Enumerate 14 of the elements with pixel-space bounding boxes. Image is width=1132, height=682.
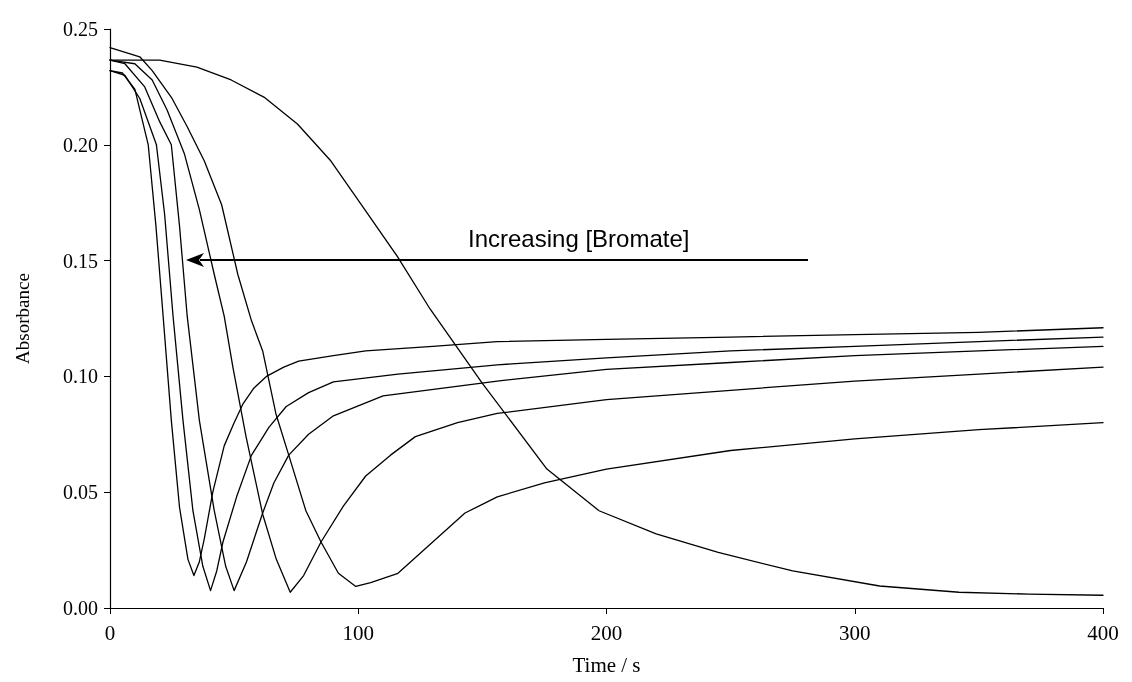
y-tick-label: 0.05 bbox=[63, 481, 98, 504]
x-axis-title: Time / s bbox=[572, 652, 641, 677]
x-tick-label: 0 bbox=[104, 620, 116, 645]
y-axis-title: Absorbance bbox=[12, 273, 33, 364]
y-tick-label: 0.15 bbox=[63, 249, 98, 272]
x-tick-label: 200 bbox=[590, 620, 623, 645]
y-tick-label: 0.20 bbox=[63, 133, 98, 156]
x-tick-label: 300 bbox=[839, 620, 871, 645]
y-tick-label: 0.25 bbox=[63, 18, 98, 40]
y-tick-label: 0.00 bbox=[63, 597, 98, 619]
x-tick-label: 100 bbox=[342, 620, 374, 645]
y-tick-label: 0.10 bbox=[63, 365, 98, 388]
annotation: Increasing [Bromate] bbox=[468, 224, 690, 252]
x-tick-label: 400 bbox=[1087, 620, 1119, 645]
